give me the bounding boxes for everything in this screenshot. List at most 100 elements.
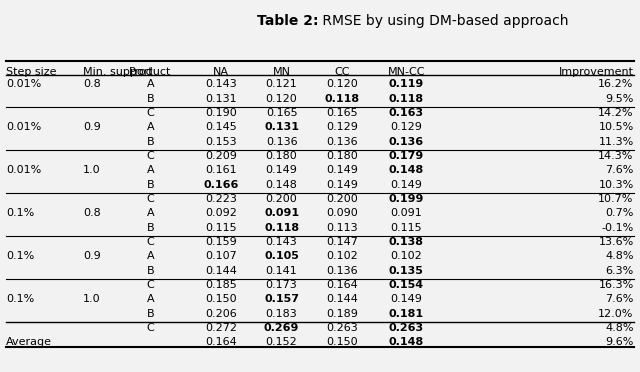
Text: 0.01%: 0.01% bbox=[6, 165, 42, 175]
Text: 11.3%: 11.3% bbox=[598, 137, 634, 147]
Text: 0.149: 0.149 bbox=[326, 180, 358, 190]
Text: 10.7%: 10.7% bbox=[598, 194, 634, 204]
Text: 0.8: 0.8 bbox=[83, 79, 101, 89]
Text: 0.9: 0.9 bbox=[83, 251, 101, 261]
Text: 0.141: 0.141 bbox=[266, 266, 298, 276]
Text: 16.2%: 16.2% bbox=[598, 79, 634, 89]
Text: RMSE by using DM-based approach: RMSE by using DM-based approach bbox=[318, 14, 568, 28]
Text: 0.091: 0.091 bbox=[390, 208, 422, 218]
Text: 0.144: 0.144 bbox=[205, 266, 237, 276]
Text: 0.161: 0.161 bbox=[205, 165, 237, 175]
Text: 0.143: 0.143 bbox=[266, 237, 298, 247]
Text: 9.5%: 9.5% bbox=[605, 94, 634, 104]
Text: 0.180: 0.180 bbox=[326, 151, 358, 161]
Text: NA: NA bbox=[212, 67, 229, 77]
Text: B: B bbox=[147, 266, 154, 276]
Text: 10.5%: 10.5% bbox=[598, 122, 634, 132]
Text: 0.173: 0.173 bbox=[266, 280, 298, 290]
Text: 0.181: 0.181 bbox=[389, 309, 424, 319]
Text: 0.01%: 0.01% bbox=[6, 122, 42, 132]
Text: 0.01%: 0.01% bbox=[6, 79, 42, 89]
Text: 0.164: 0.164 bbox=[326, 280, 358, 290]
Text: 0.144: 0.144 bbox=[326, 294, 358, 304]
Text: 0.138: 0.138 bbox=[389, 237, 424, 247]
Text: B: B bbox=[147, 223, 154, 232]
Text: 0.164: 0.164 bbox=[205, 337, 237, 347]
Text: 0.166: 0.166 bbox=[203, 180, 239, 190]
Text: 0.149: 0.149 bbox=[390, 294, 422, 304]
Text: 14.2%: 14.2% bbox=[598, 108, 634, 118]
Text: B: B bbox=[147, 137, 154, 147]
Text: 0.9: 0.9 bbox=[83, 122, 101, 132]
Text: 12.0%: 12.0% bbox=[598, 309, 634, 319]
Text: 0.102: 0.102 bbox=[326, 251, 358, 261]
Text: Product: Product bbox=[129, 67, 172, 77]
Text: 0.131: 0.131 bbox=[264, 122, 299, 132]
Text: 0.179: 0.179 bbox=[388, 151, 424, 161]
Text: C: C bbox=[147, 151, 154, 161]
Text: 0.1%: 0.1% bbox=[6, 251, 35, 261]
Text: 0.115: 0.115 bbox=[205, 223, 237, 232]
Text: 0.185: 0.185 bbox=[205, 280, 237, 290]
Text: 0.149: 0.149 bbox=[390, 180, 422, 190]
Text: 0.113: 0.113 bbox=[326, 223, 358, 232]
Text: 0.163: 0.163 bbox=[389, 108, 424, 118]
Text: 0.157: 0.157 bbox=[264, 294, 299, 304]
Text: A: A bbox=[147, 79, 154, 89]
Text: 0.118: 0.118 bbox=[325, 94, 360, 104]
Text: MN-CC: MN-CC bbox=[388, 67, 425, 77]
Text: 0.147: 0.147 bbox=[326, 237, 358, 247]
Text: 0.223: 0.223 bbox=[205, 194, 237, 204]
Text: 7.6%: 7.6% bbox=[605, 294, 634, 304]
Text: 0.150: 0.150 bbox=[326, 337, 358, 347]
Text: 0.189: 0.189 bbox=[326, 309, 358, 319]
Text: 0.090: 0.090 bbox=[326, 208, 358, 218]
Text: 0.136: 0.136 bbox=[326, 266, 358, 276]
Text: A: A bbox=[147, 122, 154, 132]
Text: 0.7%: 0.7% bbox=[605, 208, 634, 218]
Text: 0.263: 0.263 bbox=[389, 323, 424, 333]
Text: 13.6%: 13.6% bbox=[598, 237, 634, 247]
Text: 0.263: 0.263 bbox=[326, 323, 358, 333]
Text: 0.115: 0.115 bbox=[390, 223, 422, 232]
Text: 0.199: 0.199 bbox=[388, 194, 424, 204]
Text: 0.136: 0.136 bbox=[266, 137, 298, 147]
Text: Average: Average bbox=[6, 337, 52, 347]
Text: -0.1%: -0.1% bbox=[602, 223, 634, 232]
Text: 4.8%: 4.8% bbox=[605, 251, 634, 261]
Text: 16.3%: 16.3% bbox=[598, 280, 634, 290]
Text: B: B bbox=[147, 94, 154, 104]
Text: 0.8: 0.8 bbox=[83, 208, 101, 218]
Text: 0.190: 0.190 bbox=[205, 108, 237, 118]
Text: 0.120: 0.120 bbox=[266, 94, 298, 104]
Text: 0.148: 0.148 bbox=[388, 165, 424, 175]
Text: 0.154: 0.154 bbox=[389, 280, 424, 290]
Text: 0.165: 0.165 bbox=[326, 108, 358, 118]
Text: 0.136: 0.136 bbox=[326, 137, 358, 147]
Text: 14.3%: 14.3% bbox=[598, 151, 634, 161]
Text: 0.102: 0.102 bbox=[390, 251, 422, 261]
Text: 0.091: 0.091 bbox=[264, 208, 299, 218]
Text: 1.0: 1.0 bbox=[83, 165, 101, 175]
Text: 0.131: 0.131 bbox=[205, 94, 237, 104]
Text: 0.153: 0.153 bbox=[205, 137, 237, 147]
Text: Min. support: Min. support bbox=[83, 67, 153, 77]
Text: 0.120: 0.120 bbox=[326, 79, 358, 89]
Text: MN: MN bbox=[273, 67, 291, 77]
Text: A: A bbox=[147, 251, 154, 261]
Text: 0.206: 0.206 bbox=[205, 309, 237, 319]
Text: A: A bbox=[147, 294, 154, 304]
Text: 0.148: 0.148 bbox=[266, 180, 298, 190]
Text: 0.118: 0.118 bbox=[389, 94, 424, 104]
Text: C: C bbox=[147, 108, 154, 118]
Text: 0.145: 0.145 bbox=[205, 122, 237, 132]
Text: C: C bbox=[147, 237, 154, 247]
Text: 0.121: 0.121 bbox=[266, 79, 298, 89]
Text: 7.6%: 7.6% bbox=[605, 165, 634, 175]
Text: Improvement: Improvement bbox=[559, 67, 634, 77]
Text: B: B bbox=[147, 309, 154, 319]
Text: B: B bbox=[147, 180, 154, 190]
Text: 0.129: 0.129 bbox=[390, 122, 422, 132]
Text: 0.149: 0.149 bbox=[326, 165, 358, 175]
Text: 0.183: 0.183 bbox=[266, 309, 298, 319]
